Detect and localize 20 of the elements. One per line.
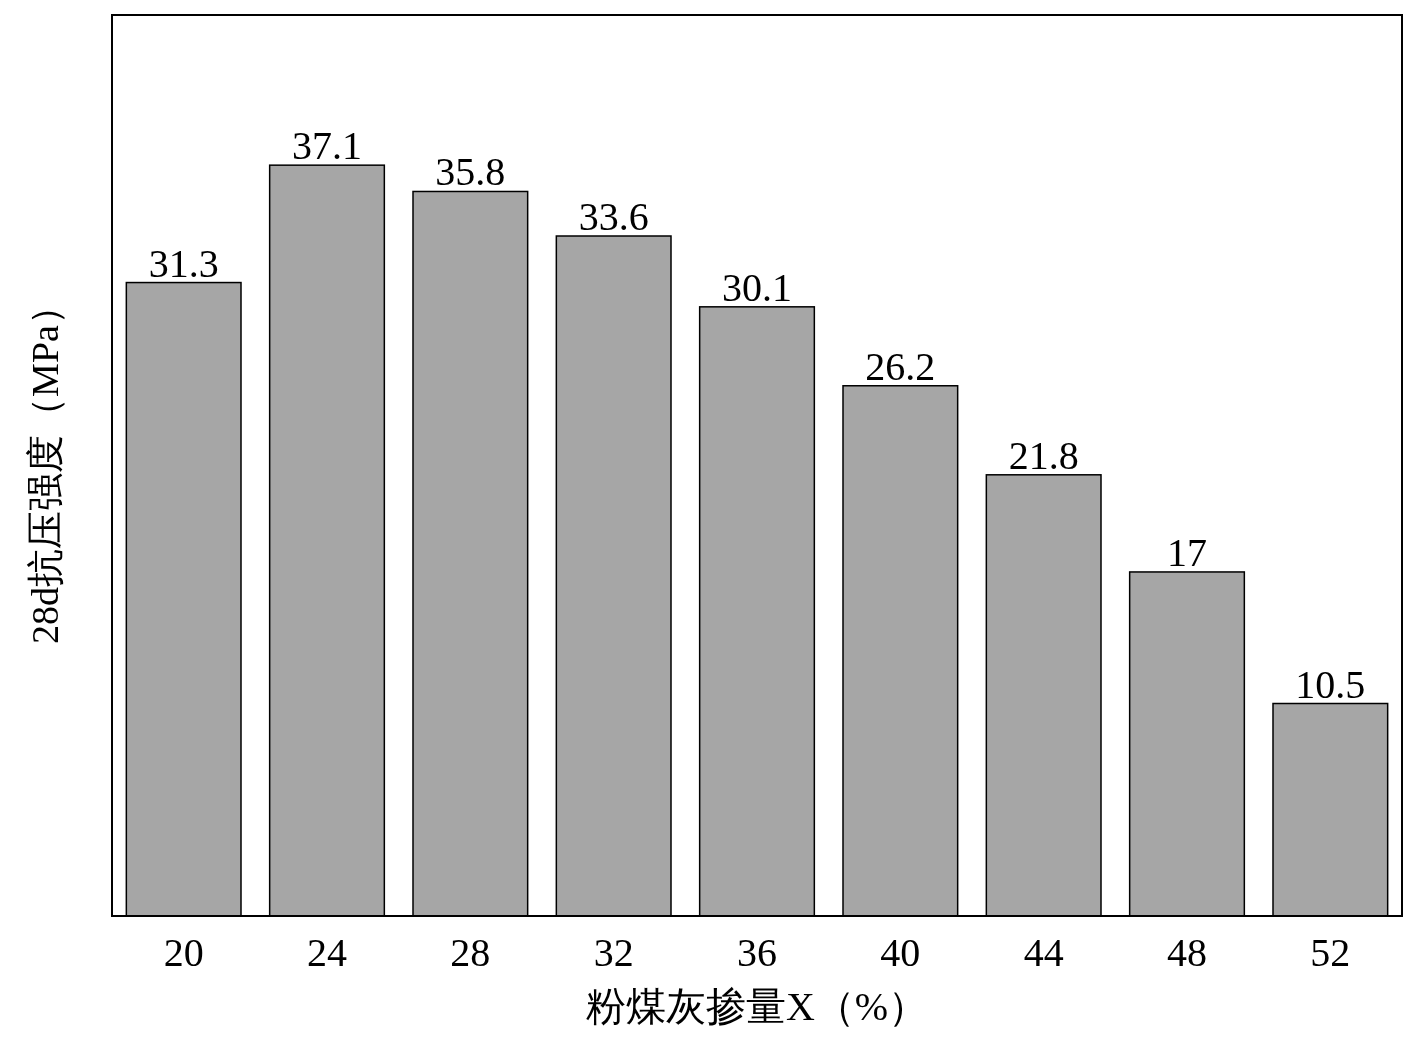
y-axis-title: 28d抗压强度（MPa）: [24, 287, 66, 644]
data-label: 17: [1167, 529, 1207, 575]
x-tick-label: 40: [880, 930, 921, 975]
x-tick-label: 36: [737, 930, 777, 975]
x-tick-label: 24: [307, 930, 347, 975]
x-axis-title: 粉煤灰掺量X（%）: [585, 984, 929, 1029]
data-label: 33.6: [578, 194, 649, 239]
x-tick-label: 44: [1023, 930, 1064, 975]
data-label: 21.8: [1008, 432, 1079, 478]
data-label: 10.5: [1295, 661, 1366, 707]
data-label: 26.2: [865, 343, 936, 389]
data-label: 35.8: [435, 149, 506, 195]
data-label: 30.1: [722, 264, 792, 310]
data-label: 37.1: [292, 123, 362, 169]
x-tick-label: 52: [1310, 930, 1351, 975]
x-tick-label: 32: [593, 930, 634, 975]
x-tick-label: 28: [450, 930, 491, 975]
x-tick-label: 48: [1167, 930, 1207, 975]
data-label: 31.3: [148, 240, 219, 286]
x-tick-label: 20: [163, 930, 204, 975]
